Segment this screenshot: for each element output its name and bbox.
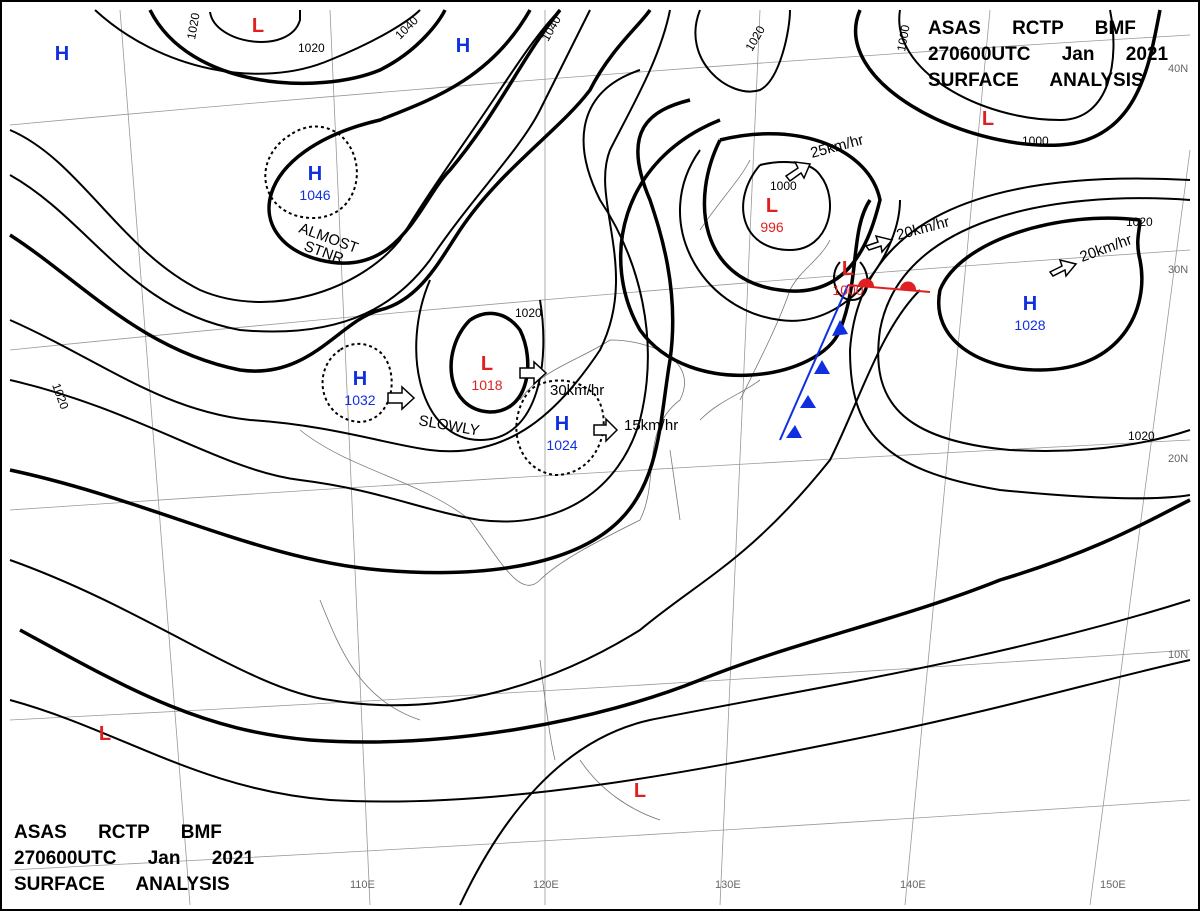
latitude-label: 20N (1168, 453, 1188, 465)
system-pressure: 1046 (299, 187, 330, 203)
system-symbol: L (481, 353, 493, 375)
system-pressure: 1024 (546, 437, 577, 453)
system-symbol: L (766, 195, 778, 217)
system-pressure: 1028 (1014, 317, 1045, 333)
longitude-label: 110E (350, 879, 375, 891)
fronts (779, 278, 931, 441)
header-line: SURFACE ANALYSIS (14, 874, 230, 895)
system-pressure: 1032 (344, 392, 375, 408)
header-line: ASAS RCTP BMF (14, 822, 222, 843)
system-symbol: L (982, 108, 994, 130)
isobar-label: 1020 (515, 306, 542, 320)
longitude-label: 120E (533, 879, 559, 891)
system-symbol: H (456, 35, 470, 57)
longitude-label: 140E (900, 879, 926, 891)
isobar-label: 1000 (1022, 134, 1049, 148)
header-line: SURFACE ANALYSIS (928, 70, 1144, 91)
system-symbol: L (842, 258, 854, 280)
isobar-label: 1020 (298, 41, 325, 55)
system-pressure: 1000 (832, 282, 863, 298)
system-symbol: H (1023, 293, 1037, 315)
annotation: 30km/hr (550, 382, 604, 399)
system-symbol: H (353, 368, 367, 390)
system-symbol: H (55, 43, 69, 65)
isobar-label: 1020 (1128, 429, 1155, 443)
isobars (9, 8, 1191, 906)
header-line: 270600UTC Jan 2021 (928, 44, 1168, 65)
system-symbol: H (555, 413, 569, 435)
system-pressure: 996 (760, 219, 784, 235)
system-symbol: L (99, 723, 111, 745)
latitude-label: 10N (1168, 649, 1188, 661)
isobar-label: 1020 (1126, 215, 1153, 229)
latitude-label: 30N (1168, 264, 1188, 276)
motion-arrows (387, 161, 1078, 443)
system-symbol: H (308, 163, 322, 185)
header-line: 270600UTC Jan 2021 (14, 848, 254, 869)
isobar-label: 1020 (184, 11, 202, 40)
isobar-label: 1000 (894, 23, 912, 52)
latitude-label: 40N (1168, 63, 1188, 75)
annotation: 15km/hr (624, 417, 678, 434)
header-line: ASAS RCTP BMF (928, 18, 1136, 39)
longitude-label: 150E (1100, 879, 1126, 891)
isobar-label: 1000 (770, 179, 797, 193)
system-symbol: L (634, 780, 646, 802)
system-pressure: 1018 (471, 377, 502, 393)
longitude-label: 130E (715, 879, 741, 891)
system-symbol: L (252, 15, 264, 37)
